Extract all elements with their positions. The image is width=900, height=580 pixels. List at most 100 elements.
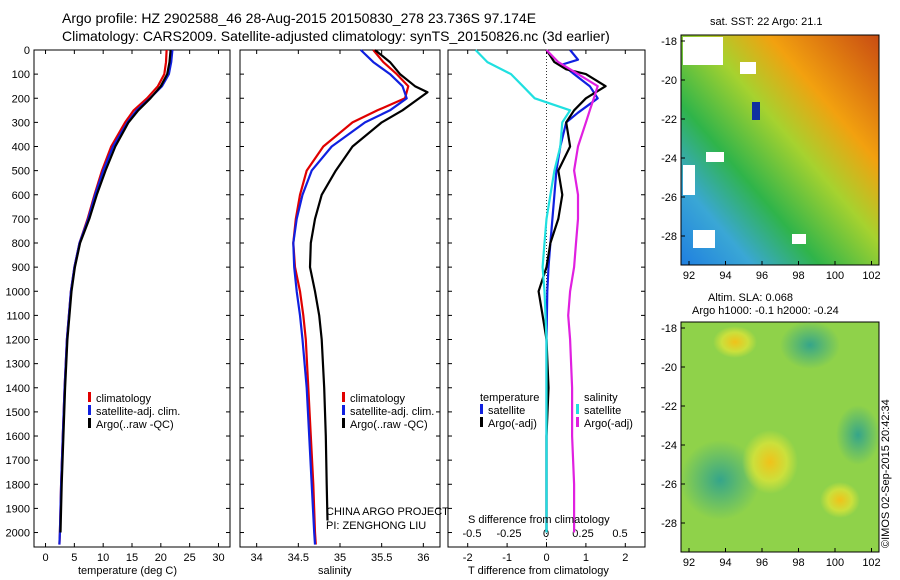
x-tick-label: 34 [251, 552, 263, 564]
depth-tick-label: 800 [12, 238, 30, 250]
sst-cloud-patch [693, 230, 715, 248]
legend-label: satellite [584, 405, 622, 417]
series-line [58, 49, 174, 545]
depth-tick-label: 600 [12, 190, 30, 202]
legend-label: Argo(..raw -QC) [96, 419, 174, 431]
depth-tick-label: 1500 [6, 407, 30, 419]
x-tick-label: 25 [184, 552, 196, 564]
map-y-tick-label: -28 [661, 231, 677, 243]
map-y-tick-label: -18 [661, 323, 677, 335]
x-tick-label: 0 [543, 552, 549, 564]
difference-temperature-legend: temperature satellite Argo(-adj) [480, 392, 539, 430]
sla-high-blob [820, 482, 860, 518]
salinity-panel-frame [239, 49, 441, 548]
map-y-tick-label: -22 [661, 401, 677, 413]
sla-high-blob [742, 430, 798, 494]
series-line [58, 49, 168, 545]
legend-label: Argo(-adj) [584, 418, 633, 430]
depth-tick-label: 1800 [6, 479, 30, 491]
map-y-tick-label: -24 [661, 440, 677, 452]
legend-label: climatology [350, 393, 406, 405]
map-x-tick-label: 98 [792, 557, 804, 569]
depth-tick-label: 1100 [6, 310, 30, 322]
sla-map-subtitle: Argo h1000: -0.1 h2000: -0.24 [692, 305, 839, 317]
map-y-tick-label: -24 [661, 153, 677, 165]
map-x-tick-label: 92 [683, 270, 695, 282]
temperature-legend: climatology satellite-adj. clim. Argo(..… [88, 392, 180, 431]
series-line [59, 49, 172, 533]
sst-cloud-patch [792, 234, 806, 244]
legend-label: climatology [96, 393, 152, 405]
legend-swatch [88, 405, 91, 415]
x-tick-label: 35 [334, 552, 346, 564]
depth-tick-label: 900 [12, 262, 30, 274]
map-x-tick-label: 100 [826, 557, 844, 569]
legend-label: satellite-adj. clim. [96, 406, 181, 418]
map-y-tick-label: -28 [661, 518, 677, 530]
x-tick-label: 36 [417, 552, 429, 564]
top-x-tick-label: 0 [543, 528, 549, 540]
salinity-xlabel: salinity [318, 565, 352, 577]
depth-tick-label: 1700 [6, 455, 30, 467]
map-x-tick-label: 92 [683, 557, 695, 569]
legend-swatch [576, 404, 579, 414]
sla-low-blob [836, 405, 880, 465]
legend-title: salinity [584, 392, 618, 404]
map-x-tick-label: 102 [862, 270, 880, 282]
x-tick-label: -2 [463, 552, 473, 564]
sla-high-blob [713, 326, 757, 358]
legend-swatch [480, 417, 483, 427]
top-x-tick-label: 0.5 [612, 528, 627, 540]
salinity-legend: climatology satellite-adj. clim. Argo(..… [342, 392, 434, 431]
map-x-tick-label: 98 [792, 270, 804, 282]
x-tick-label: 2 [622, 552, 628, 564]
legend-swatch [88, 418, 91, 428]
difference-top-xlabel: S difference from climatology [468, 514, 610, 526]
series-line [545, 49, 599, 533]
depth-tick-label: 500 [12, 166, 30, 178]
map-y-tick-label: -22 [661, 114, 677, 126]
legend-title: temperature [480, 392, 540, 404]
x-tick-label: 10 [97, 552, 109, 564]
sla-map-title: Altim. SLA: 0.068 [708, 292, 793, 304]
legend-swatch [480, 404, 483, 414]
sla-map [680, 321, 880, 553]
depth-tick-label: 1900 [6, 503, 30, 515]
top-x-tick-label: -0.5 [463, 528, 482, 540]
map-x-tick-label: 96 [756, 557, 768, 569]
x-tick-label: 1 [583, 552, 589, 564]
x-tick-label: 34.5 [288, 552, 309, 564]
map-y-tick-label: -26 [661, 479, 677, 491]
depth-tick-label: 400 [12, 142, 30, 154]
map-x-tick-label: 100 [826, 270, 844, 282]
sla-low-blob [680, 440, 760, 520]
depth-tick-label: 1200 [6, 335, 30, 347]
x-tick-label: 35.5 [371, 552, 392, 564]
depth-tick-label: 700 [12, 214, 30, 226]
map-x-tick-label: 94 [719, 557, 731, 569]
top-x-tick-label: 0.25 [572, 528, 593, 540]
legend-label: satellite-adj. clim. [350, 406, 435, 418]
sst-cloud-patch [706, 152, 724, 162]
difference-salinity-legend: salinity satellite Argo(-adj) [576, 392, 633, 430]
sst-land-patch [683, 37, 723, 65]
sst-cloud-patch [740, 62, 756, 74]
legend-swatch [342, 392, 345, 402]
depth-tick-label: 1600 [6, 431, 30, 443]
sst-map-title: sat. SST: 22 Argo: 21.1 [710, 16, 823, 28]
map-y-tick-label: -26 [661, 192, 677, 204]
legend-swatch [576, 417, 579, 427]
header-line2: Climatology: CARS2009. Satellite-adjuste… [62, 28, 610, 44]
sst-map [680, 34, 880, 266]
depth-tick-label: 300 [12, 117, 30, 129]
sst-heatmap [680, 34, 880, 266]
legend-label: Argo(-adj) [488, 418, 537, 430]
legend-swatch [88, 392, 91, 402]
header-line1: Argo profile: HZ 2902588_46 28-Aug-2015 … [62, 10, 537, 26]
x-tick-label: 15 [126, 552, 138, 564]
depth-tick-label: 1000 [6, 286, 30, 298]
x-tick-label: 0 [42, 552, 48, 564]
sla-low-blob [780, 321, 840, 369]
depth-tick-label: 2000 [6, 528, 30, 540]
